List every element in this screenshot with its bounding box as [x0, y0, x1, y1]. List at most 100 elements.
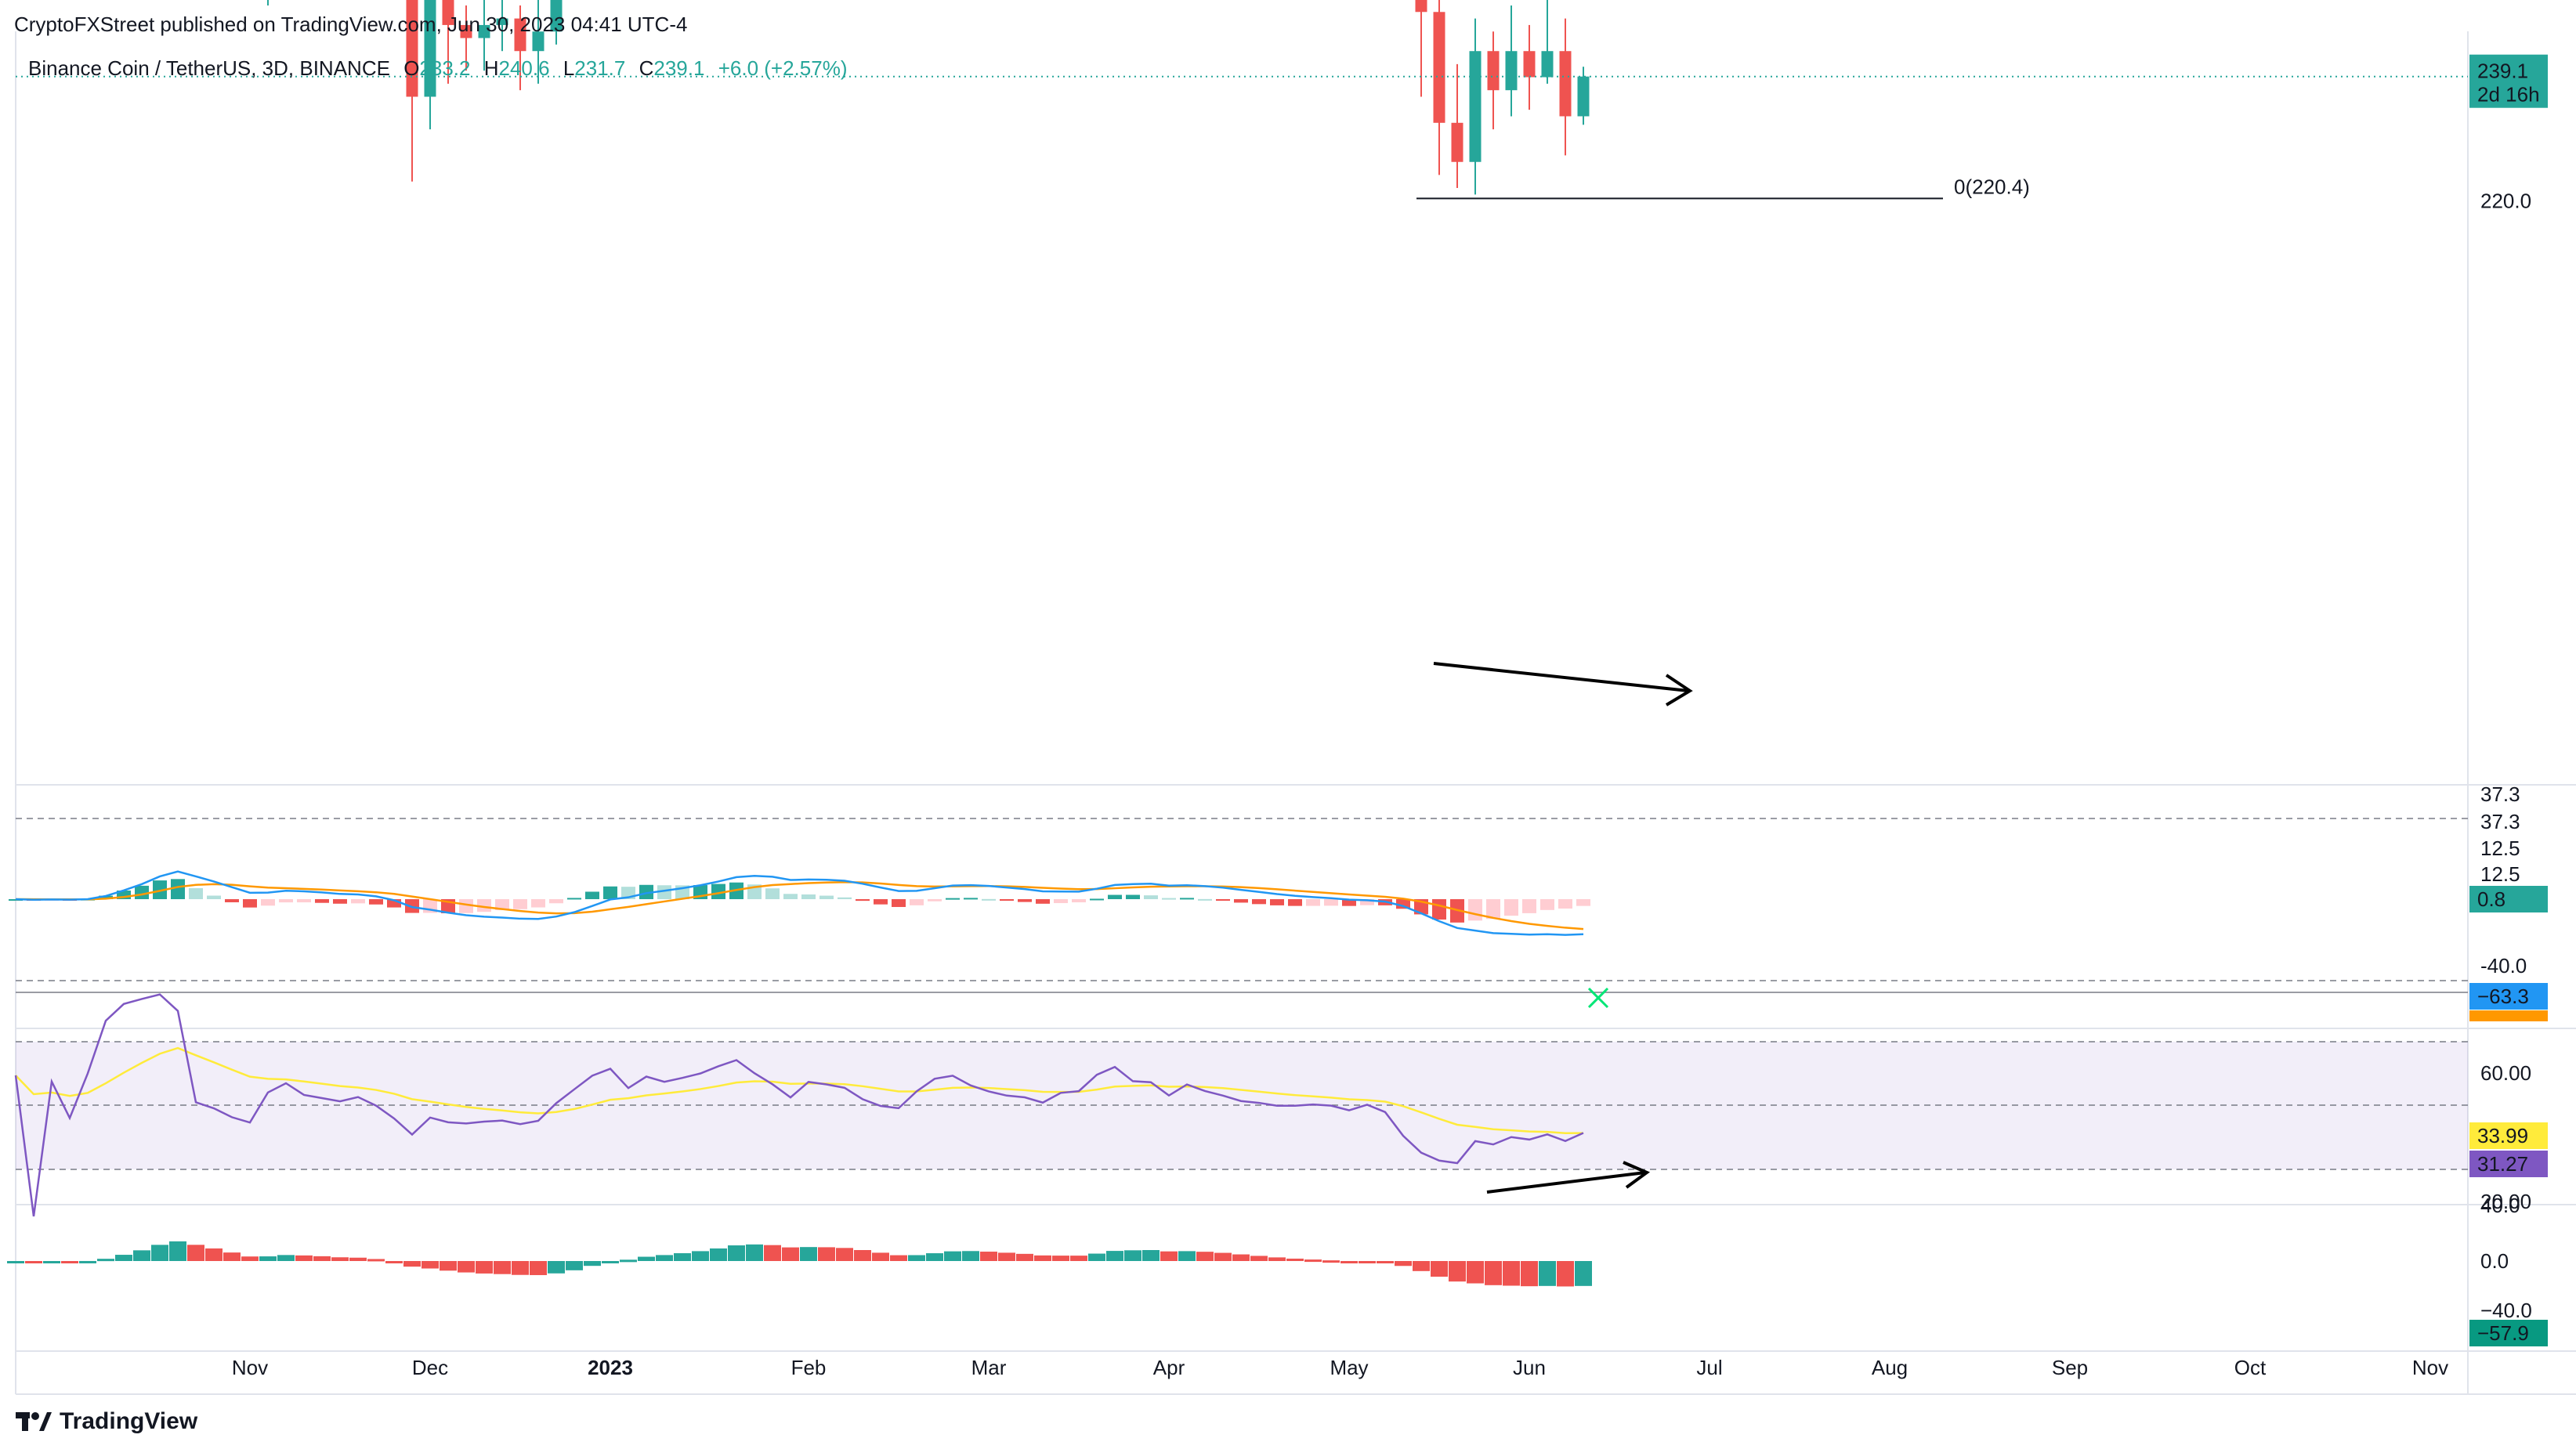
macd-histogram-bar — [315, 899, 329, 903]
macd-histogram-bar — [892, 899, 906, 907]
macd-histogram-bar — [1126, 894, 1140, 899]
macd-histogram-bar — [261, 899, 275, 906]
macd-histogram-bar — [1144, 895, 1158, 899]
candle — [267, 0, 269, 5]
symbol-legend: Binance Coin / TetherUS, 3D, BINANCE O23… — [28, 56, 847, 81]
macd-signal-line — [15, 881, 1584, 930]
macd-histogram-bar — [1000, 899, 1014, 901]
drawing-overlays: 1(317.3)0.5(268.9)0(220.4) — [16, 75, 2468, 706]
macd-histogram-bar — [1396, 899, 1410, 909]
macd-histogram-bar — [1090, 898, 1104, 901]
candle — [1505, 5, 1518, 117]
rsi-ma-tag-bg — [2469, 1122, 2548, 1149]
macd-histogram-bar — [711, 883, 725, 899]
macd-histogram-bar — [1306, 899, 1320, 906]
macd-tick-label: 12.5 — [2480, 862, 2520, 886]
candle — [1559, 18, 1572, 156]
oscillator-bar — [1431, 1261, 1448, 1277]
crossover-marker — [1587, 987, 1609, 1009]
macd-histogram-bar — [1036, 899, 1050, 904]
macd-histogram-bar — [1468, 899, 1482, 921]
candle-body — [460, 24, 472, 38]
macd-signal-tag — [2469, 1010, 2548, 1021]
macd-histogram-bar — [1054, 899, 1068, 904]
macd-histogram-bar — [603, 886, 617, 899]
oscillator-bar — [476, 1261, 493, 1274]
candle-body — [1541, 51, 1554, 78]
tradingview-logo[interactable]: TradingView — [16, 1408, 197, 1435]
oscillator-bar — [1467, 1261, 1484, 1284]
oscillator-bar — [187, 1245, 204, 1261]
oscillator-bar — [674, 1253, 691, 1261]
time-tick-label: Feb — [791, 1356, 827, 1379]
oscillator-bar — [1070, 1256, 1087, 1261]
oscillator-bar — [1395, 1261, 1412, 1267]
oscillator-bar — [331, 1257, 349, 1261]
oscillator-bar — [151, 1245, 168, 1261]
macd-histogram-bar — [801, 894, 816, 899]
ohlc-low-key: L — [563, 56, 575, 80]
macd-histogram-bar — [639, 884, 653, 899]
macd-histogram-bar — [946, 898, 960, 900]
oscillator-bar — [980, 1252, 997, 1261]
candle — [532, 0, 545, 84]
candle — [406, 0, 418, 182]
macd-pane — [9, 818, 2468, 1009]
candle-body — [424, 0, 436, 97]
macd-line-tag: −63.3 — [2469, 983, 2548, 1010]
oscillator-bar — [349, 1257, 367, 1261]
macd-histogram-bar — [838, 897, 852, 899]
oscillator-bar — [61, 1261, 78, 1263]
macd-histogram-bar — [369, 899, 383, 905]
ohlc-low: 231.7 — [574, 56, 626, 80]
ohlc-open-key: O — [403, 56, 420, 80]
oscillator-bar — [1088, 1253, 1105, 1261]
macd-histogram-bar — [279, 899, 293, 903]
macd-histogram-bar — [225, 899, 239, 902]
oscillator-bar — [1575, 1261, 1592, 1286]
oscillator-bar — [295, 1255, 313, 1261]
macd-tick-label: 37.3 — [2480, 782, 2520, 806]
oscillator-bar — [97, 1259, 114, 1262]
oscillator-bar — [512, 1261, 529, 1275]
oscillator-bar — [25, 1261, 42, 1263]
rsi-divergence-arrow — [1486, 1171, 1646, 1194]
macd-histogram-bar — [1180, 898, 1194, 900]
oscillator-bar — [421, 1261, 439, 1269]
time-axis[interactable]: Nov Dec 2023 Feb Mar Apr May Jun Jul Aug Sep Oct Nov — [232, 1356, 2448, 1379]
candle-body — [514, 18, 526, 52]
osc-tick-label: −40.0 — [2480, 1299, 2532, 1322]
oscillator-bar — [908, 1255, 925, 1261]
oscillator-bar — [728, 1245, 745, 1261]
candle-body — [406, 0, 418, 97]
oscillator-bar — [1268, 1257, 1286, 1261]
oscillator-bar — [1250, 1256, 1268, 1261]
oscillator-pane — [7, 1241, 1592, 1287]
macd-histogram-bar — [153, 880, 167, 899]
macd-histogram-bar — [1576, 899, 1590, 906]
oscillator-bar — [818, 1247, 835, 1261]
macd-histogram-bar — [585, 891, 599, 899]
macd-histogram-bar — [1558, 899, 1572, 909]
oscillator-bar — [1124, 1250, 1141, 1261]
oscillator-bar — [548, 1261, 565, 1274]
oscillator-bar — [440, 1261, 457, 1271]
macd-histogram-bar — [1270, 899, 1284, 905]
rsi-value-tag-bg — [2469, 1151, 2548, 1177]
oscillator-bar — [1557, 1261, 1574, 1287]
rsi-ma-tag: 33.99 — [2469, 1122, 2548, 1149]
time-tick-label: Jun — [1513, 1356, 1546, 1379]
oscillator-bar — [854, 1249, 871, 1261]
oscillator-bar — [133, 1250, 150, 1261]
oscillator-bar — [277, 1255, 295, 1261]
oscillator-bar — [1034, 1255, 1051, 1261]
publisher-caption: CryptoFXStreet published on TradingView.… — [14, 13, 688, 36]
last-price-countdown: 2d 16h — [2477, 83, 2540, 107]
macd-histogram-bar — [477, 899, 491, 912]
macd-histogram-bar — [117, 891, 131, 899]
ohlc-change: +6.0 (+2.57%) — [718, 56, 848, 80]
oscillator-bar — [656, 1255, 673, 1261]
oscillator-bar — [566, 1261, 583, 1270]
